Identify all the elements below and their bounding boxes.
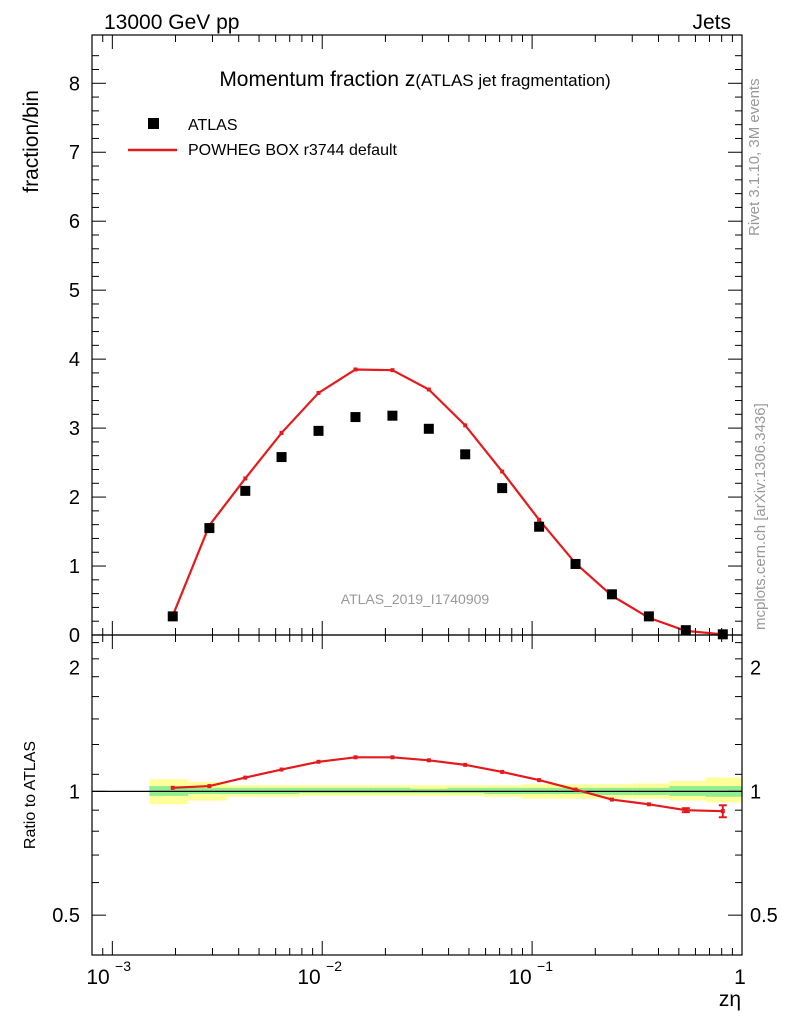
main-y-tick-label: 8 [69, 73, 80, 95]
ratio-powheg-point [500, 769, 505, 774]
ratio-plot-frame [91, 634, 743, 956]
mcplots-label: mcplots.cern.ch [arXiv:1306.3436] [752, 403, 769, 630]
ratio-panel: 0.5 0.5 1 1 2 2 Ratio to ATLAS [22, 634, 778, 956]
analysis-id-label: ATLAS_2019_I1740909 [341, 591, 490, 607]
legend-powheg-label: POWHEG BOX r3744 default [188, 142, 398, 159]
main-atlas-point [313, 425, 324, 436]
main-atlas-point [680, 625, 691, 636]
legend: ATLAS POWHEG BOX r3744 default [128, 117, 398, 159]
ratio-powheg-line [172, 756, 723, 813]
main-y-tick-label: 4 [69, 349, 80, 371]
ratio-y-tick-label-right: 1 [750, 781, 761, 803]
ratio-band-inner [336, 787, 374, 794]
main-plot-marks [167, 367, 728, 640]
ratio-band-inner [373, 787, 411, 794]
main-y-tick-label: 1 [69, 556, 80, 578]
main-y-tick-label: 2 [69, 487, 80, 509]
x-tick-label-1e-2-exp: −2 [326, 958, 342, 974]
main-atlas-point [534, 521, 545, 532]
main-atlas-point [350, 412, 361, 423]
main-y-tick-label: 5 [69, 280, 80, 302]
ratio-powheg-point [646, 802, 651, 807]
header-left-label: 13000 GeV pp [104, 11, 239, 34]
main-powheg-point [463, 423, 468, 428]
ratio-powheg-point [170, 785, 175, 790]
ratio-y-tick-label-right: 2 [750, 658, 761, 680]
ratio-powheg-point [463, 762, 468, 767]
main-powheg-line [171, 368, 723, 636]
main-powheg-point [353, 367, 358, 372]
main-powheg-point [279, 430, 284, 435]
main-y-tick-label: 3 [69, 418, 80, 440]
main-y-axis-title: fraction/bin [20, 90, 43, 193]
ratio-powheg-point [573, 787, 578, 792]
main-atlas-point [240, 485, 251, 496]
ratio-y-tick-label-left: 0.5 [52, 905, 80, 927]
main-atlas-point [460, 449, 471, 460]
main-panel: 0 1 2 3 4 5 6 7 8 ATLAS_2019_I1740909 Momentum f… [20, 34, 743, 647]
main-powheg-point [316, 390, 321, 395]
main-y-tick-label: 0 [69, 625, 80, 647]
main-powheg-point [426, 387, 431, 392]
x-tick-label-1e-1-exp: −1 [537, 958, 553, 974]
x-tick-label-1e-3-base: 10 [86, 966, 109, 989]
main-powheg-point [500, 469, 505, 474]
main-atlas-point [606, 589, 617, 600]
ratio-y-tick-label-left: 1 [69, 781, 80, 803]
ratio-y-axis-title: Ratio to ATLAS [22, 741, 39, 849]
ratio-powheg-point [316, 759, 321, 764]
x-tick-label-1e-1-base: 10 [508, 966, 531, 989]
legend-atlas-label: ATLAS [188, 117, 238, 134]
header-right-label: Jets [692, 11, 731, 34]
ratio-powheg-point [243, 775, 248, 780]
main-atlas-point [167, 611, 178, 622]
ratio-powheg-point [390, 755, 395, 760]
legend-atlas-marker [148, 118, 159, 129]
main-powheg-point [390, 368, 395, 373]
main-powheg-point [243, 476, 248, 481]
main-powheg-point [537, 517, 542, 522]
ratio-y-tick-label-left: 2 [69, 658, 80, 680]
ratio-powheg-point [207, 784, 212, 789]
x-tick-label-1: 1 [734, 966, 746, 989]
ratio-y-tick-label-right: 0.5 [750, 905, 778, 927]
main-atlas-point [276, 452, 287, 463]
main-axes: 0 1 2 3 4 5 6 7 8 [69, 35, 743, 647]
ratio-powheg-point [537, 778, 542, 783]
x-tick-label-1e-2-base: 10 [297, 966, 320, 989]
main-atlas-point [643, 611, 654, 622]
ratio-band-inner [447, 787, 485, 794]
ratio-powheg-point [609, 797, 614, 802]
ratio-plot-marks [92, 755, 742, 819]
main-atlas-point [387, 410, 398, 421]
x-tick-labels: 10 −3 10 −2 10 −1 1 [86, 958, 746, 989]
ratio-powheg-point [353, 755, 358, 760]
main-atlas-point [423, 423, 434, 434]
x-tick-label-1e-3-exp: −3 [115, 958, 131, 974]
main-atlas-point [204, 523, 215, 534]
main-y-tick-label: 7 [69, 142, 80, 164]
main-atlas-point [497, 483, 508, 494]
plot-title: Momentum fraction z(ATLAS jet fragmentat… [219, 68, 610, 91]
main-y-tick-label: 6 [69, 211, 80, 233]
main-atlas-point [717, 629, 728, 640]
plot-title-suffix: (ATLAS jet fragmentation) [415, 71, 610, 90]
x-axis-title: zη [719, 988, 741, 1011]
plot-title-main: Momentum fraction z [219, 68, 415, 91]
rivet-version-label: Rivet 3.1.10, 3M events [746, 78, 763, 236]
ratio-powheg-point [279, 767, 284, 772]
ratio-powheg-point [426, 758, 431, 763]
main-atlas-point [570, 558, 581, 569]
ratio-axes: 0.5 0.5 1 1 2 2 [52, 635, 778, 956]
ratio-band-inner [299, 787, 337, 794]
